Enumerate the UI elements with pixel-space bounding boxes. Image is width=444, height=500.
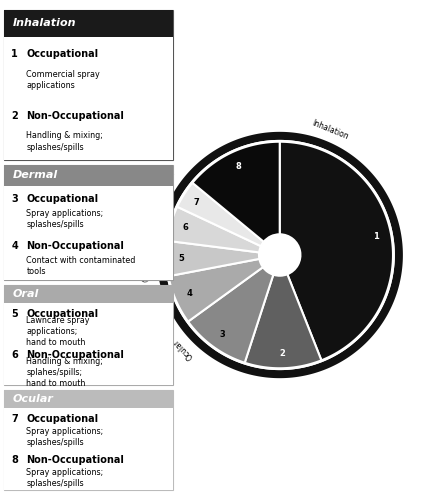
Text: Spray applications;
splashes/spills: Spray applications; splashes/spills [26, 468, 103, 488]
FancyBboxPatch shape [4, 165, 173, 186]
Text: Ocular: Ocular [13, 394, 54, 404]
Text: Dermal: Dermal [154, 170, 177, 198]
Text: 6: 6 [182, 223, 188, 232]
FancyBboxPatch shape [4, 390, 173, 408]
FancyBboxPatch shape [4, 408, 173, 490]
Text: Inhalation: Inhalation [13, 18, 76, 28]
Wedge shape [191, 140, 280, 242]
FancyBboxPatch shape [4, 37, 173, 160]
Text: 7: 7 [11, 414, 18, 424]
Text: 7: 7 [194, 198, 200, 207]
Text: 6: 6 [11, 350, 18, 360]
Text: Non-Occupational: Non-Occupational [26, 110, 124, 120]
Text: Occupational: Occupational [26, 414, 99, 424]
Text: 1: 1 [11, 49, 18, 59]
Wedge shape [244, 274, 322, 370]
Text: 3: 3 [219, 330, 225, 339]
Wedge shape [165, 240, 259, 276]
Text: Occupational: Occupational [26, 194, 99, 204]
Text: 2: 2 [280, 348, 286, 358]
FancyBboxPatch shape [4, 285, 173, 303]
Text: 5: 5 [179, 254, 185, 262]
Text: Handling & mixing;
splashes/spills: Handling & mixing; splashes/spills [26, 132, 103, 152]
Circle shape [266, 241, 293, 269]
Text: 5: 5 [11, 310, 18, 320]
Text: Dermal: Dermal [13, 170, 58, 180]
Text: 8: 8 [11, 456, 18, 466]
Polygon shape [157, 132, 403, 378]
Text: Inhalation: Inhalation [311, 118, 350, 142]
Text: Contact with contaminated
tools: Contact with contaminated tools [26, 256, 136, 276]
Text: Spray applications;
splashes/spills: Spray applications; splashes/spills [26, 426, 103, 447]
Text: Lawncare spray
applications;
hand to mouth: Lawncare spray applications; hand to mou… [26, 316, 90, 348]
Text: Non-Occupational: Non-Occupational [26, 456, 124, 466]
Wedge shape [175, 182, 264, 246]
Text: Spray applications;
splashes/spills: Spray applications; splashes/spills [26, 208, 103, 229]
Text: 4: 4 [187, 290, 193, 298]
Text: Oral: Oral [13, 289, 39, 299]
Text: Non-Occupational: Non-Occupational [26, 241, 124, 251]
Text: Non-Occupational: Non-Occupational [26, 350, 124, 360]
Text: Oral: Oral [141, 265, 152, 282]
Wedge shape [280, 140, 395, 362]
Polygon shape [165, 140, 395, 370]
FancyBboxPatch shape [4, 303, 173, 385]
Text: Ocular: Ocular [171, 336, 195, 360]
Text: 1: 1 [373, 232, 379, 241]
Text: 2: 2 [11, 110, 18, 120]
Text: Handling & mixing;
splahes/spills;
hand to mouth: Handling & mixing; splahes/spills; hand … [26, 357, 103, 388]
Text: 3: 3 [11, 194, 18, 204]
FancyBboxPatch shape [4, 10, 173, 37]
Wedge shape [166, 259, 263, 322]
Wedge shape [166, 206, 261, 252]
Text: 4: 4 [11, 241, 18, 251]
FancyBboxPatch shape [4, 186, 173, 280]
Text: Occupational: Occupational [26, 49, 99, 59]
Wedge shape [186, 267, 274, 364]
Text: Occupational: Occupational [26, 310, 99, 320]
Text: Commercial spray
applications: Commercial spray applications [26, 70, 100, 90]
Text: 8: 8 [235, 162, 241, 170]
